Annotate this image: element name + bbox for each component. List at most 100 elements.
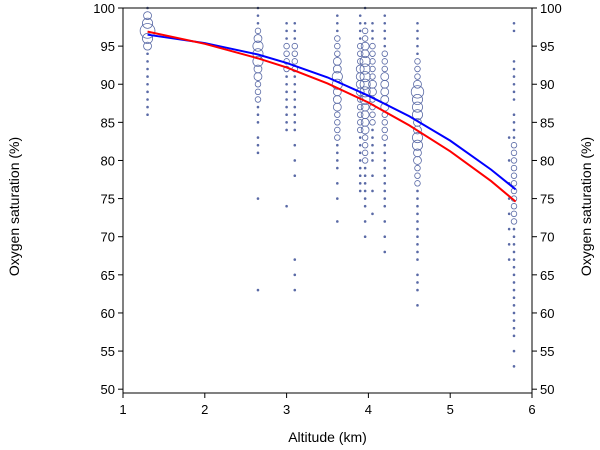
- data-point: [369, 65, 376, 73]
- data-point: [383, 189, 387, 193]
- data-point: [252, 40, 264, 52]
- data-point: [411, 101, 423, 113]
- data-point: [512, 60, 516, 63]
- data-point: [414, 180, 421, 187]
- data-point: [510, 218, 518, 225]
- data-point: [510, 149, 518, 157]
- data-point: [358, 159, 362, 162]
- data-point: [285, 37, 288, 40]
- data-point: [413, 156, 422, 165]
- data-point: [416, 29, 419, 33]
- x-tick-label: 4: [365, 402, 372, 417]
- data-point: [146, 75, 149, 78]
- data-point: [360, 125, 370, 135]
- data-point: [359, 78, 371, 90]
- y-tick-label-left: 50: [101, 382, 115, 397]
- y-tick-label-left: 85: [101, 115, 115, 130]
- data-point: [383, 182, 387, 185]
- data-point: [363, 197, 367, 200]
- data-point: [512, 113, 516, 117]
- data-point: [334, 134, 341, 141]
- data-point: [507, 258, 511, 261]
- data-point: [512, 235, 516, 239]
- data-point: [381, 58, 388, 65]
- data-point: [283, 42, 290, 50]
- data-point: [285, 21, 288, 25]
- data-point: [512, 311, 516, 315]
- data-point: [371, 189, 374, 193]
- data-point: [254, 81, 262, 88]
- data-point: [361, 142, 369, 149]
- data-point: [360, 41, 370, 51]
- data-point: [332, 57, 342, 66]
- data-point: [416, 197, 419, 200]
- data-point: [411, 132, 423, 144]
- data-point: [371, 136, 374, 139]
- data-point: [358, 29, 362, 33]
- data-point: [334, 126, 341, 134]
- data-point: [512, 82, 516, 86]
- data-point: [416, 235, 419, 239]
- data-point: [363, 189, 367, 193]
- data-point: [336, 21, 339, 25]
- data-point: [383, 166, 387, 170]
- data-point: [358, 21, 362, 25]
- data-point: [510, 157, 518, 164]
- data-point: [413, 125, 422, 135]
- data-point: [381, 119, 388, 126]
- data-point: [368, 87, 377, 97]
- data-point: [357, 126, 364, 134]
- y-tick-label-left: 95: [101, 39, 115, 54]
- data-point: [414, 172, 421, 179]
- y-tick-label-left: 100: [93, 1, 115, 16]
- data-point: [381, 50, 388, 57]
- data-point: [416, 258, 419, 261]
- data-point: [336, 220, 339, 223]
- data-point: [143, 11, 152, 20]
- data-point: [512, 265, 516, 269]
- data-point: [414, 65, 421, 73]
- data-point: [416, 273, 419, 277]
- y-tick-label-right: 85: [540, 115, 554, 130]
- data-point: [291, 42, 298, 50]
- data-point: [143, 41, 152, 51]
- axes: 1 2 3 4 5 6 50 50 55 55 60 60 65 65 70 70 75 75 80 80 85 85 90…: [93, 1, 561, 417]
- data-point: [512, 227, 516, 231]
- data-point: [414, 73, 421, 80]
- data-point: [416, 220, 419, 223]
- data-point: [256, 113, 260, 117]
- data-point: [253, 34, 263, 43]
- y-tick-label-right: 60: [540, 306, 554, 321]
- data-point: [256, 14, 260, 17]
- fit-line-red: [147, 30, 517, 203]
- data-point: [512, 273, 516, 277]
- data-point: [411, 109, 423, 121]
- data-point: [383, 29, 387, 33]
- data-point: [512, 319, 516, 322]
- data-point: [371, 174, 374, 178]
- data-point: [381, 65, 388, 73]
- data-point: [510, 203, 518, 210]
- data-point: [416, 250, 419, 254]
- data-point: [416, 288, 419, 292]
- data-point: [361, 149, 369, 157]
- y-tick-label-left: 70: [101, 230, 115, 245]
- data-point: [380, 72, 390, 81]
- data-point: [285, 113, 288, 117]
- data-point: [512, 128, 516, 132]
- y-tick-label-right: 100: [540, 1, 562, 16]
- data-point: [358, 151, 362, 155]
- data-point: [336, 29, 339, 33]
- data-point: [334, 42, 341, 50]
- data-point: [512, 365, 516, 368]
- data-point: [416, 21, 419, 25]
- data-point: [416, 212, 419, 216]
- data-point: [363, 166, 367, 170]
- data-point: [291, 58, 298, 65]
- data-point: [254, 96, 262, 103]
- data-point: [254, 88, 262, 96]
- data-point: [293, 21, 297, 25]
- data-point: [383, 220, 387, 223]
- data-point: [357, 58, 364, 65]
- data-point: [363, 174, 367, 178]
